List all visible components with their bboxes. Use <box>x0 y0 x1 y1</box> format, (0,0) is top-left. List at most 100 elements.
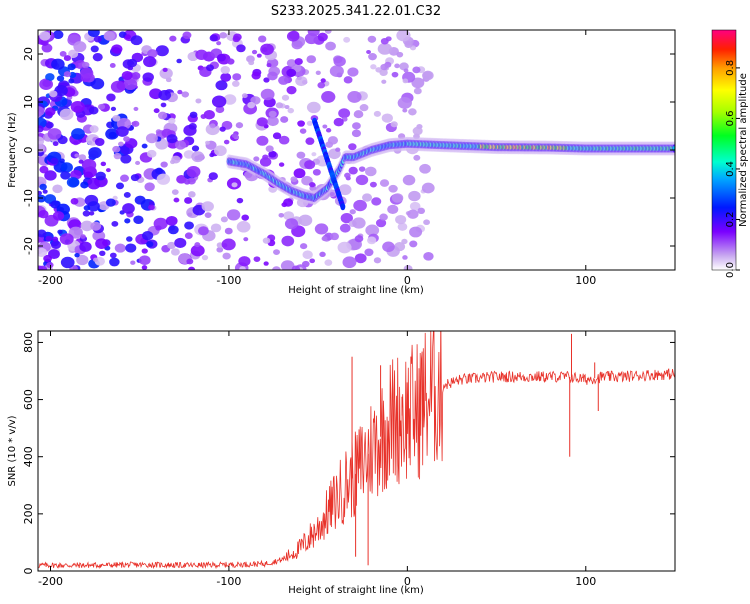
noise-blob <box>251 49 258 55</box>
noise-blob <box>115 126 129 137</box>
noise-blob <box>226 209 241 221</box>
noise-blob <box>181 91 190 98</box>
noise-blob <box>118 31 127 38</box>
noise-blob <box>68 49 79 59</box>
noise-blob <box>191 151 205 163</box>
noise-blob <box>38 194 46 203</box>
noise-blob <box>314 223 329 235</box>
noise-blob <box>143 56 157 68</box>
noise-blob <box>167 225 179 235</box>
noise-blob <box>402 108 408 113</box>
noise-blob <box>68 78 75 84</box>
noise-blob <box>52 141 59 147</box>
noise-blob <box>88 147 102 159</box>
noise-blob <box>171 155 181 164</box>
noise-blob <box>266 63 272 68</box>
noise-blob <box>189 111 198 119</box>
noise-blob <box>166 134 178 144</box>
noise-blob <box>224 227 233 235</box>
noise-blob <box>42 189 48 194</box>
colorbar-tick-label: 0.4 <box>725 161 736 177</box>
noise-blob <box>236 44 246 53</box>
noise-blob <box>155 225 162 231</box>
noise-blob <box>380 37 389 45</box>
noise-blob <box>44 170 57 181</box>
noise-blob <box>60 162 73 173</box>
snr-frame <box>37 330 676 572</box>
noise-blob <box>239 266 246 270</box>
noise-blob <box>109 63 116 68</box>
noise-blob <box>278 135 290 145</box>
noise-blob <box>184 221 194 230</box>
noise-blob <box>253 156 260 162</box>
noise-blob <box>423 219 430 226</box>
noise-blob <box>365 166 377 177</box>
noise-blob <box>399 62 409 71</box>
noise-blob <box>382 241 395 253</box>
colorbar-ticks: 0.0 0.2 0.4 0.6 0.8 <box>725 60 740 278</box>
noise-blob <box>66 177 80 188</box>
snr-ylabel: SNR (10 * v/v) <box>7 415 18 486</box>
noise-blob <box>353 110 364 119</box>
x-tick-label: 100 <box>575 575 596 588</box>
noise-blob <box>251 71 261 80</box>
noise-blob <box>45 107 56 117</box>
noise-blob <box>147 149 157 158</box>
noise-blob <box>286 85 297 95</box>
noise-blob <box>56 75 65 82</box>
noise-blob <box>297 120 305 127</box>
noise-blob <box>352 122 361 130</box>
noise-blob <box>367 35 377 43</box>
noise-blob <box>377 42 393 55</box>
noise-blob <box>324 259 333 266</box>
noise-blob <box>278 162 285 167</box>
noise-blob <box>209 34 218 42</box>
noise-blob <box>204 212 212 219</box>
noise-blob <box>59 108 74 121</box>
noise-blob <box>47 128 62 140</box>
noise-blob <box>158 90 172 101</box>
noise-blob <box>146 241 154 248</box>
noise-blob <box>286 31 300 42</box>
noise-blob <box>236 197 244 204</box>
noise-blob <box>369 181 377 188</box>
noise-blob <box>38 247 48 257</box>
noise-blob <box>349 209 356 215</box>
spectrogram-image <box>38 30 675 270</box>
noise-blob <box>354 235 364 243</box>
noise-blob <box>80 181 89 189</box>
noise-blob <box>125 243 137 253</box>
noise-blob <box>387 204 399 214</box>
noise-blob <box>215 80 228 91</box>
noise-blob <box>379 68 388 76</box>
noise-blob <box>124 218 131 224</box>
noise-blob <box>63 55 71 62</box>
noise-blob <box>321 90 336 103</box>
noise-blob <box>142 72 154 82</box>
noise-blob <box>358 166 366 172</box>
noise-blob <box>113 152 122 160</box>
noise-blob <box>130 174 140 182</box>
noise-blob <box>283 211 295 221</box>
noise-blob <box>362 193 373 202</box>
noise-blob <box>131 72 141 80</box>
snr-plot-area <box>38 331 675 571</box>
y-tick-label: 10 <box>22 95 35 109</box>
noise-blob <box>106 93 116 102</box>
noise-blob <box>142 230 154 241</box>
noise-blob <box>205 140 210 145</box>
x-tick-label: -200 <box>38 274 63 287</box>
noise-blob <box>296 151 306 159</box>
noise-blob <box>63 71 71 78</box>
noise-blob <box>93 35 102 43</box>
noise-blob <box>93 257 99 262</box>
noise-blob <box>379 179 390 187</box>
noise-blob <box>87 201 100 212</box>
noise-blob <box>118 141 124 147</box>
noise-blob <box>286 59 297 68</box>
noise-blob <box>143 157 150 163</box>
noise-blob <box>281 235 295 247</box>
noise-blob <box>342 256 357 269</box>
noise-blob <box>110 80 126 93</box>
noise-blob <box>130 35 143 46</box>
